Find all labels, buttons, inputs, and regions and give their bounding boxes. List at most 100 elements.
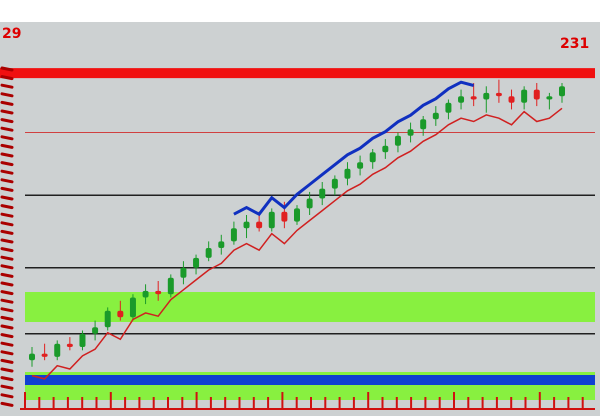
y-axis-tick	[0, 358, 14, 364]
y-axis-tick	[0, 393, 14, 399]
candle-body	[129, 297, 136, 318]
candle	[508, 89, 515, 110]
candle-body	[117, 310, 124, 318]
candle-body	[521, 89, 528, 103]
candle	[495, 79, 502, 103]
candle	[218, 234, 225, 255]
y-axis-tick	[0, 109, 14, 115]
y-axis-tick	[0, 118, 14, 124]
y-axis-tick	[0, 350, 14, 356]
moving-average-line	[31, 107, 563, 380]
y-axis-tick	[0, 281, 14, 287]
corner-label-top-right: 231	[560, 36, 590, 52]
candle-body	[357, 162, 364, 169]
candle	[155, 281, 162, 301]
y-axis-tick	[0, 195, 14, 201]
candle-body	[230, 228, 237, 242]
candle	[394, 132, 401, 153]
candle-body	[508, 96, 515, 103]
candle-body	[331, 178, 338, 189]
candle-body	[29, 353, 35, 361]
y-axis-tick	[0, 169, 14, 175]
y-axis-tick	[0, 324, 14, 330]
y-axis-tick	[0, 264, 14, 270]
y-axis-tick	[0, 238, 14, 244]
candle-body	[470, 96, 477, 100]
candle-body	[546, 96, 553, 100]
candle	[470, 83, 477, 107]
candle	[306, 191, 313, 215]
candle	[369, 149, 376, 169]
candle-body	[193, 257, 200, 268]
candle-body	[243, 221, 250, 229]
candle-body	[394, 135, 401, 146]
candle	[205, 241, 212, 262]
candle	[104, 307, 111, 331]
candle	[521, 86, 528, 110]
y-axis-tick	[0, 204, 14, 210]
candle-body	[533, 89, 540, 100]
candle	[193, 254, 200, 275]
candle-body	[268, 211, 275, 229]
candle	[407, 122, 414, 143]
candle-body	[79, 333, 86, 347]
candle	[92, 320, 99, 341]
y-axis-tick	[0, 100, 14, 106]
candle	[420, 116, 427, 136]
y-axis-tick	[0, 83, 14, 89]
y-axis-tick	[0, 221, 14, 227]
y-axis-tick	[0, 143, 14, 149]
candle-body	[142, 290, 149, 298]
candle-body	[382, 145, 389, 153]
candle-body	[495, 92, 502, 97]
y-axis-tick	[0, 126, 14, 132]
candle-body	[180, 267, 187, 278]
candle-body	[445, 102, 452, 113]
y-axis-tick	[0, 92, 14, 98]
y-axis-tick	[0, 229, 14, 235]
candle	[382, 139, 389, 159]
candle	[230, 221, 237, 245]
candle	[268, 208, 275, 232]
candle-body	[167, 277, 174, 295]
candle	[117, 300, 124, 321]
candle	[546, 92, 553, 110]
candle	[142, 284, 149, 305]
candle-body	[218, 241, 225, 248]
candle-body	[306, 198, 313, 209]
y-axis-tick	[0, 341, 14, 347]
corner-label-top-left: 29	[2, 26, 22, 42]
candle-body	[559, 86, 565, 97]
candle-body	[369, 152, 376, 163]
candle	[294, 205, 300, 225]
candle-body	[104, 310, 111, 328]
candle-body	[66, 343, 73, 347]
candle-body	[432, 112, 439, 120]
y-axis-tick	[0, 298, 14, 304]
y-axis-tick	[0, 255, 14, 261]
y-axis-tick	[0, 152, 14, 158]
y-axis-tick	[0, 367, 14, 373]
candle-body	[483, 92, 490, 100]
candle	[559, 83, 565, 103]
y-axis-tick	[0, 161, 14, 167]
candle	[533, 83, 540, 107]
y-axis-tick	[0, 247, 14, 253]
candle	[54, 340, 61, 361]
candle-body	[294, 208, 300, 222]
candle	[357, 155, 364, 176]
candle	[167, 274, 174, 298]
candle-body	[281, 211, 288, 222]
candle	[458, 89, 465, 110]
candle	[331, 175, 338, 196]
candle	[129, 294, 136, 321]
y-axis-tick	[0, 178, 14, 184]
candle-body	[256, 221, 263, 229]
y-axis-tick	[0, 333, 14, 339]
candle	[319, 182, 326, 206]
y-axis-tick	[0, 135, 14, 141]
y-axis-tick	[0, 315, 14, 321]
candle-body	[344, 168, 351, 179]
candle-body	[319, 188, 326, 199]
